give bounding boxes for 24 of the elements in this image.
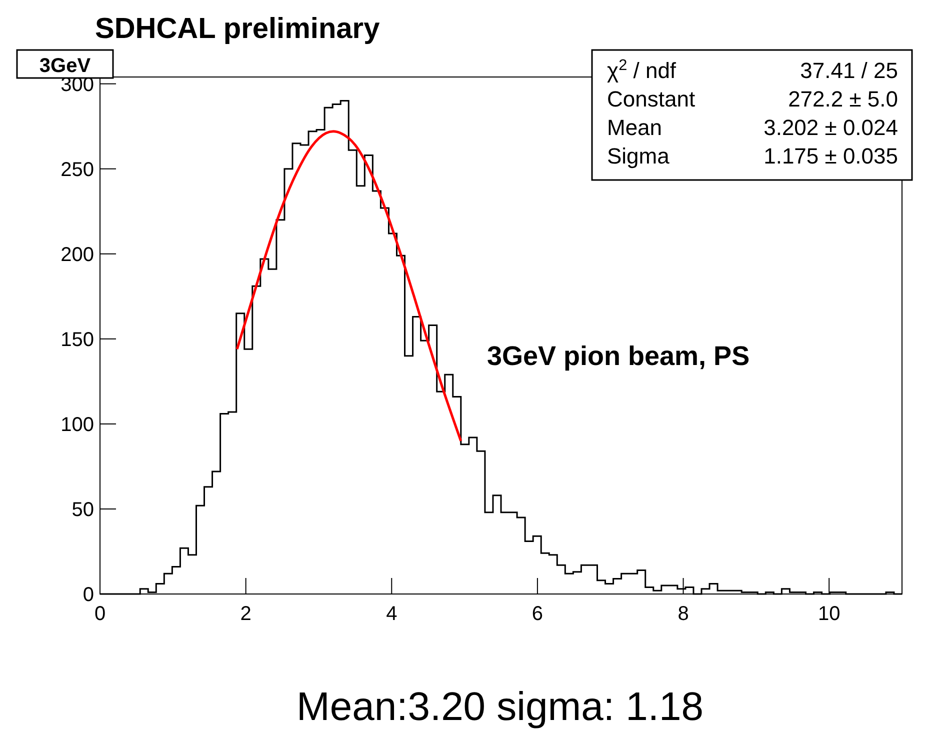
y-tick-label: 50 [72,498,94,521]
chart-title: SDHCAL preliminary [95,13,380,45]
y-tick-label: 100 [60,414,94,436]
chart-subtitle: 3GeV [39,55,92,77]
y-tick-label: 150 [60,328,94,351]
annotation: 37.41 / 25 [800,58,898,83]
text: Mean:3.20 sigma: 1.18 [296,685,704,729]
y-tick-label: 0 [82,584,94,606]
y-tick-label: 200 [60,244,94,266]
x-tick-label: 10 [818,603,840,625]
annotation: 272.2 ± 5.0 [788,86,898,112]
x-tick-label: 8 [678,603,689,625]
annotation: 1.175 ± 0.035 [764,144,898,168]
annotation: Constant [607,86,696,112]
line-series [236,130,462,442]
annotation: Mean [607,115,662,140]
annotation: χ$^{2}$ / ndf [607,56,677,83]
annotation: 3.202 ± 0.024 [764,115,898,140]
annotation: Sigma [607,144,670,168]
x-tick-label: 4 [386,603,398,625]
x-tick-label: 6 [532,603,544,625]
x-tick-label: 2 [240,603,252,625]
annotation: 3GeV pion beam, PS [487,341,750,371]
y-tick-label: 250 [60,158,94,181]
